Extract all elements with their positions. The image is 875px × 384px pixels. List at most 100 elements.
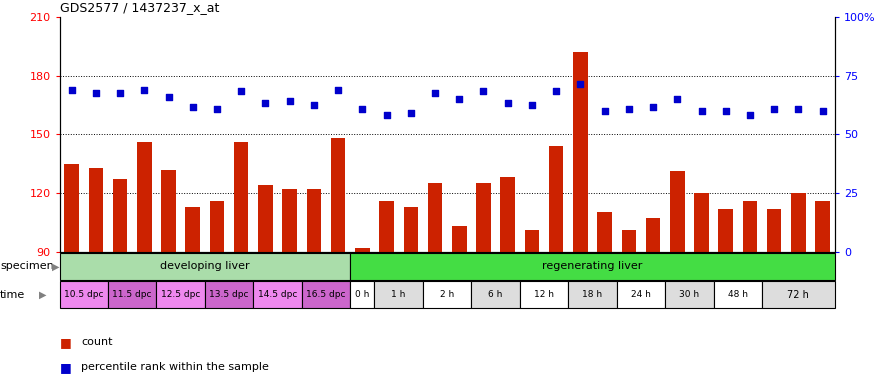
Bar xyxy=(568,281,617,308)
Bar xyxy=(476,183,491,252)
Bar xyxy=(137,142,151,252)
Text: percentile rank within the sample: percentile rank within the sample xyxy=(81,362,270,372)
Bar xyxy=(302,281,350,308)
Bar xyxy=(621,230,636,252)
Bar xyxy=(694,193,709,252)
Bar xyxy=(60,281,108,308)
Point xyxy=(113,90,127,96)
Bar xyxy=(549,146,564,252)
Text: 12.5 dpc: 12.5 dpc xyxy=(161,290,200,299)
Point xyxy=(331,86,345,93)
Point xyxy=(234,88,248,94)
Point xyxy=(137,86,151,93)
Point xyxy=(210,106,224,112)
Text: specimen: specimen xyxy=(0,262,53,271)
Bar xyxy=(617,281,665,308)
Point xyxy=(791,106,805,112)
Bar xyxy=(306,189,321,252)
Bar xyxy=(113,179,128,252)
Bar xyxy=(210,201,224,252)
Bar xyxy=(374,281,423,308)
Point xyxy=(500,100,514,106)
Point xyxy=(258,100,272,106)
Text: count: count xyxy=(81,337,113,347)
Text: 13.5 dpc: 13.5 dpc xyxy=(209,290,248,299)
Point xyxy=(162,94,176,100)
Bar xyxy=(186,207,200,252)
Bar xyxy=(161,170,176,252)
Text: GDS2577 / 1437237_x_at: GDS2577 / 1437237_x_at xyxy=(60,1,219,14)
Point xyxy=(65,86,79,93)
Bar xyxy=(423,281,472,308)
Point xyxy=(598,108,612,114)
Bar xyxy=(258,185,273,252)
Text: 18 h: 18 h xyxy=(583,290,603,299)
Point xyxy=(646,104,660,110)
Point xyxy=(380,112,394,118)
Point xyxy=(452,96,466,103)
Bar xyxy=(254,281,302,308)
Text: 6 h: 6 h xyxy=(488,290,503,299)
Point xyxy=(525,102,539,108)
Text: 14.5 dpc: 14.5 dpc xyxy=(258,290,298,299)
Bar xyxy=(379,201,394,252)
Bar xyxy=(598,212,612,252)
Bar xyxy=(665,281,714,308)
Bar xyxy=(791,193,806,252)
Bar xyxy=(743,201,757,252)
Bar xyxy=(646,218,661,252)
Bar xyxy=(452,226,466,252)
Point xyxy=(283,98,297,104)
Text: 2 h: 2 h xyxy=(440,290,454,299)
Point xyxy=(718,108,732,114)
Point xyxy=(695,108,709,114)
Bar xyxy=(520,281,568,308)
Point xyxy=(670,96,684,103)
Bar xyxy=(331,138,346,252)
Text: ■: ■ xyxy=(60,336,71,349)
Point xyxy=(355,106,369,112)
Point xyxy=(550,88,564,94)
Text: 11.5 dpc: 11.5 dpc xyxy=(112,290,152,299)
Bar xyxy=(500,177,515,252)
Text: 16.5 dpc: 16.5 dpc xyxy=(306,290,346,299)
Text: 12 h: 12 h xyxy=(534,290,554,299)
Bar xyxy=(234,142,248,252)
Bar xyxy=(350,253,835,280)
Bar xyxy=(355,248,369,252)
Text: 24 h: 24 h xyxy=(631,290,651,299)
Bar xyxy=(714,281,762,308)
Text: developing liver: developing liver xyxy=(160,262,249,271)
Point xyxy=(403,110,417,116)
Bar xyxy=(766,209,781,252)
Bar xyxy=(472,281,520,308)
Point xyxy=(186,104,200,110)
Bar xyxy=(525,230,539,252)
Bar xyxy=(762,281,835,308)
Bar xyxy=(428,183,442,252)
Point xyxy=(477,88,491,94)
Point xyxy=(767,106,781,112)
Text: 30 h: 30 h xyxy=(679,290,699,299)
Text: ▶: ▶ xyxy=(52,262,60,271)
Bar xyxy=(65,164,79,252)
Point xyxy=(307,102,321,108)
Text: ■: ■ xyxy=(60,361,71,374)
Text: 1 h: 1 h xyxy=(391,290,406,299)
Bar xyxy=(403,207,418,252)
Bar xyxy=(283,189,297,252)
Bar xyxy=(350,281,374,308)
Text: ▶: ▶ xyxy=(38,290,46,300)
Point xyxy=(428,90,442,96)
Bar xyxy=(573,53,588,252)
Text: 48 h: 48 h xyxy=(728,290,748,299)
Point xyxy=(743,112,757,118)
Text: 0 h: 0 h xyxy=(355,290,369,299)
Bar xyxy=(816,201,829,252)
Bar xyxy=(108,281,157,308)
Text: time: time xyxy=(0,290,25,300)
Bar xyxy=(88,167,103,252)
Point xyxy=(622,106,636,112)
Point xyxy=(89,90,103,96)
Text: regenerating liver: regenerating liver xyxy=(542,262,642,271)
